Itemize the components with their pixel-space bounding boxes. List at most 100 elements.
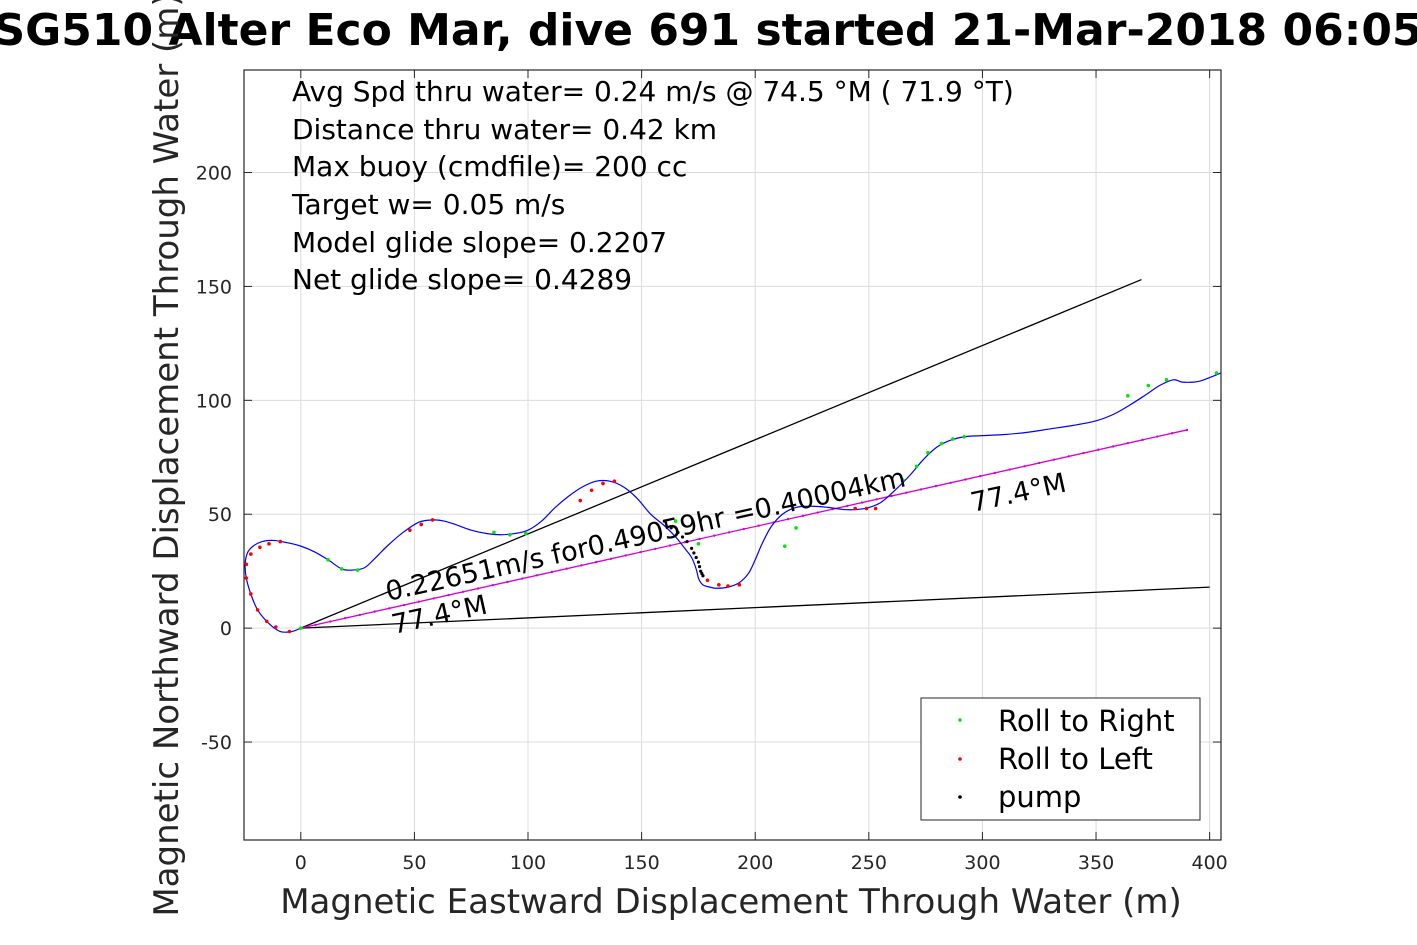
heading-line-dot	[417, 600, 421, 603]
pump-point	[669, 526, 673, 530]
heading-line-dot	[373, 610, 376, 613]
heading-line-dot	[816, 511, 819, 514]
heading-line-dot	[742, 527, 746, 531]
roll-right-point	[951, 437, 955, 441]
x-tick-label: 200	[737, 852, 773, 874]
roll-right-point	[926, 450, 930, 455]
legend-marker-pump	[958, 795, 962, 799]
roll-right-point	[355, 568, 360, 572]
track-line	[244, 372, 1222, 633]
legend-marker-roll-right	[958, 718, 962, 722]
pump-point	[692, 551, 696, 555]
axis-ticks: 0 50 100 150 200 250 300 350 400 -50 0 50 100 150 200	[196, 70, 1228, 874]
heading-line-dot	[639, 550, 642, 554]
y-tick-label: 50	[208, 504, 232, 526]
roll-right-point	[901, 478, 905, 482]
roll-left-point	[244, 576, 249, 580]
heading-line-dot	[521, 577, 524, 580]
roll-right-point	[1126, 393, 1130, 398]
heading-line-dot	[535, 574, 539, 577]
heading-line-dot	[964, 478, 967, 481]
x-tick-label: 400	[1192, 852, 1228, 874]
heading-line-dot	[654, 547, 657, 551]
heading-line-dot	[919, 488, 923, 491]
heading-line-dot	[1082, 451, 1085, 455]
roll-left-point	[430, 518, 435, 522]
roll-right-point	[299, 626, 303, 630]
roll-right-point	[339, 567, 344, 571]
legend-marker-roll-left	[958, 757, 962, 761]
roll-left-point	[249, 552, 253, 556]
heading-line-dot	[1008, 468, 1011, 471]
roll-right-point	[673, 519, 678, 523]
roll-right-point	[508, 532, 512, 537]
x-tick-label: 100	[510, 852, 546, 874]
roll-right-point	[1164, 378, 1169, 382]
roll-left-point	[737, 583, 742, 587]
roll-right-point	[523, 531, 528, 536]
stat-net-glide: Net glide slope= 0.4289	[292, 263, 632, 296]
roll-right-point	[962, 434, 967, 439]
roll-left-point	[612, 479, 617, 483]
reference-lines	[299, 278, 1210, 630]
heading-line-dot	[1038, 461, 1041, 465]
legend-label-roll-right: Roll to Right	[998, 704, 1175, 738]
roll-left-point	[255, 608, 260, 612]
heading-line-dot	[801, 514, 805, 518]
x-tick-label: 250	[851, 852, 887, 874]
roll-left-point	[419, 522, 424, 527]
heading-line-dot	[314, 623, 317, 627]
roll-right-point	[1146, 383, 1151, 388]
roll-right-point	[1214, 371, 1219, 375]
heading-line-dot	[1170, 432, 1174, 435]
roll-right-point	[492, 530, 496, 535]
roll-left-point	[408, 528, 412, 532]
roll-left-point	[258, 545, 262, 550]
heading-line-dot	[890, 494, 893, 498]
stats-block: Avg Spd thru water= 0.24 m/s @ 74.5 °M (…	[291, 75, 1014, 296]
roll-left-point	[705, 578, 710, 583]
stat-model-glide: Model glide slope= 0.2207	[292, 226, 667, 259]
heading-line-dot	[343, 617, 347, 620]
y-tick-label: 150	[196, 276, 232, 298]
heading-line-dot	[624, 554, 627, 557]
chart-title: SG510 Alter Eco Mar, dive 691 started 21…	[0, 5, 1417, 56]
heading-line-dot	[683, 541, 686, 544]
pump-point	[680, 535, 685, 539]
segment-label: 0.22651m/s for0.49059hr =0.40004km	[383, 463, 909, 608]
roll-left-point	[601, 481, 605, 486]
heading-line-dot	[713, 534, 716, 537]
heading-line-dot	[432, 597, 435, 600]
roll-right-point	[782, 544, 787, 548]
heading-line-dot	[949, 481, 952, 484]
heading-line-dot	[594, 560, 598, 564]
heading-line-dot	[550, 570, 554, 574]
pump-point	[694, 555, 698, 560]
heading-line-dot	[727, 531, 731, 534]
plot-frame	[243, 69, 1222, 841]
heading-line-dot	[846, 504, 849, 508]
x-tick-label: 350	[1078, 852, 1114, 874]
heading-line-dot	[978, 474, 982, 478]
roll-right-point	[914, 464, 919, 469]
heading-line-dot	[1023, 465, 1026, 468]
heading-line-dot	[388, 607, 391, 610]
track-path	[244, 372, 1222, 633]
roll-left-point	[244, 562, 249, 567]
heading-line-dot	[993, 471, 997, 475]
heading-line-dot	[580, 564, 583, 567]
heading-line-dot	[875, 498, 878, 501]
heading-line-dot	[402, 603, 406, 607]
pump-point	[696, 560, 701, 564]
heading-line-dot	[447, 593, 450, 597]
heading-line-dot	[1156, 435, 1159, 438]
heading-line-dot	[1067, 455, 1070, 458]
legend-label-roll-left: Roll to Left	[998, 742, 1153, 776]
pump-point	[676, 530, 680, 535]
x-tick-label: 150	[623, 852, 659, 874]
heading-line-dot	[358, 613, 362, 617]
x-axis-label: Magnetic Eastward Displacement Through W…	[280, 882, 1182, 922]
stat-avg-speed: Avg Spd thru water= 0.24 m/s @ 74.5 °M (…	[292, 75, 1014, 108]
stat-max-buoy: Max buoy (cmdfile)= 200 cc	[292, 150, 687, 183]
